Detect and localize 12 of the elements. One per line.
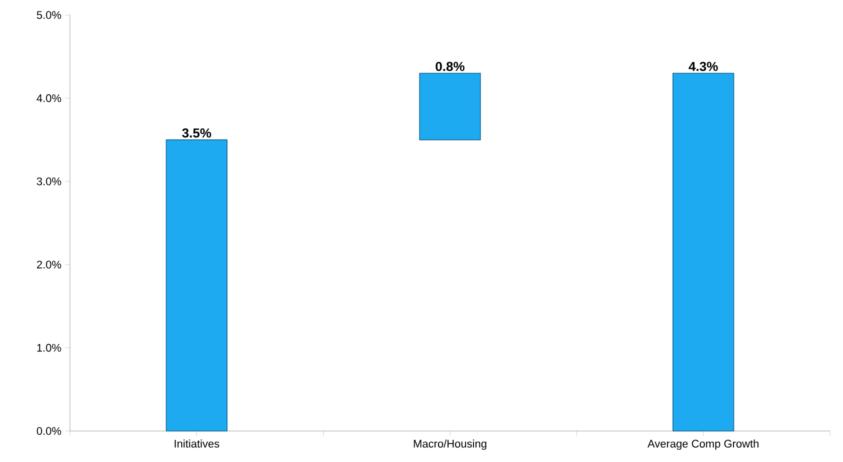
y-tick-label: 3.0% (36, 177, 62, 186)
y-tick-label: 2.0% (36, 260, 62, 268)
y-tick-label: 4.0% (36, 94, 62, 102)
y-tick-label: 5.0% (36, 11, 62, 19)
y-tick-label: 0.0% (36, 427, 62, 435)
data-label: 4.3% (688, 62, 718, 72)
y-tick-label: 1.0% (37, 344, 62, 352)
x-tick-label: Macro/Housing (414, 440, 486, 450)
data-label: 3.5% (182, 128, 212, 138)
x-tick-label: Initiatives (174, 440, 220, 448)
data-label: 0.8% (436, 62, 464, 72)
x-tick-label: Average Comp Growth (648, 440, 758, 450)
